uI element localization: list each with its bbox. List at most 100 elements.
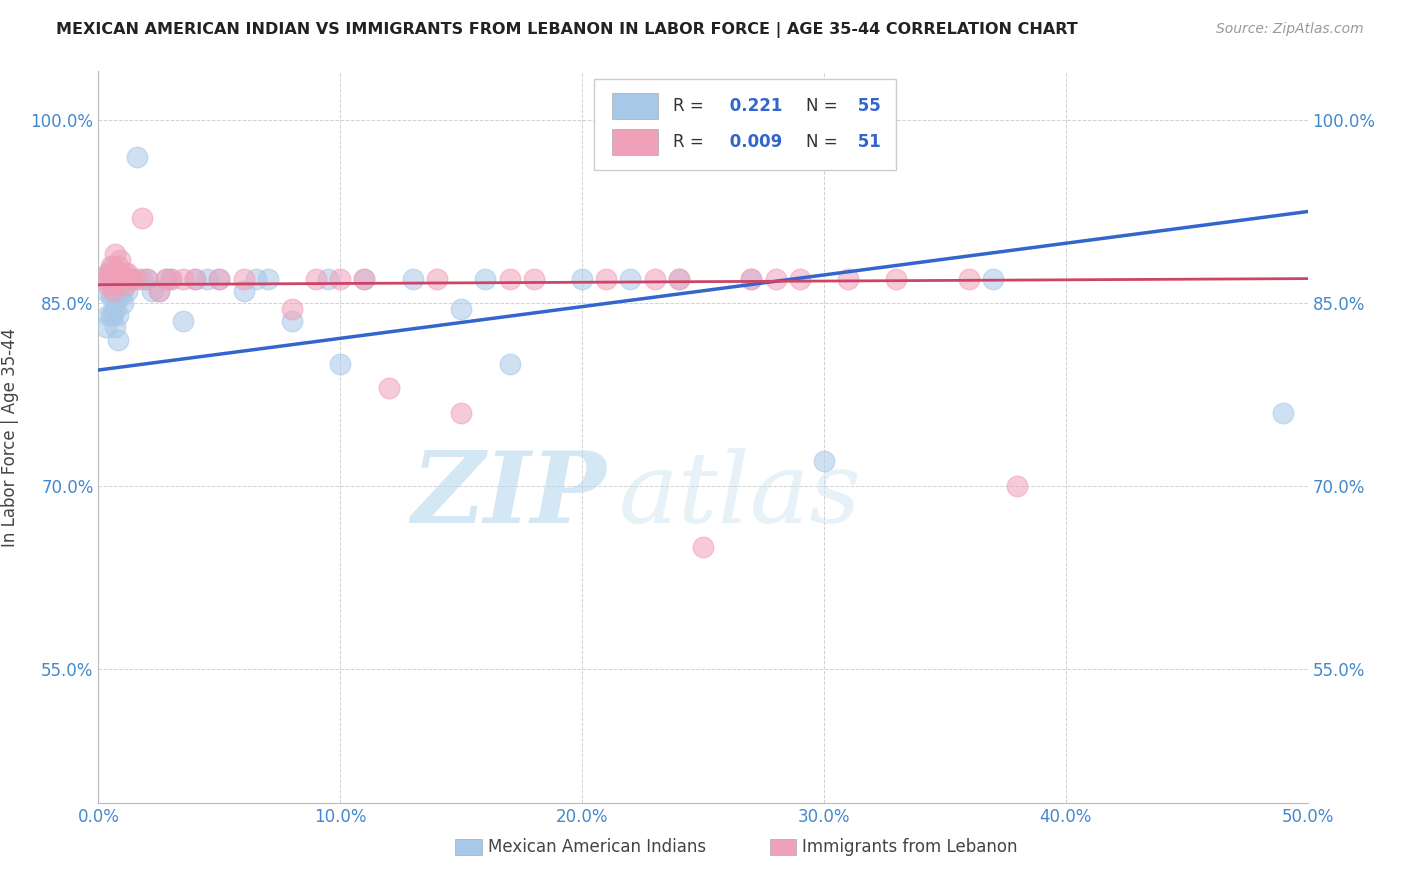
Point [101, 260, 124, 274]
Point [111, 271, 134, 285]
Point [305, 271, 328, 285]
Text: Immigrants from Lebanon: Immigrants from Lebanon [803, 838, 1018, 856]
Point [644, 271, 666, 285]
Point [107, 260, 129, 274]
Y-axis label: In Labor Force | Age 35-44: In Labor Force | Age 35-44 [1, 327, 20, 547]
Point [195, 271, 218, 285]
Point [108, 290, 131, 304]
Point [114, 265, 136, 279]
Point [155, 271, 177, 285]
Point [353, 271, 375, 285]
Point [208, 271, 231, 285]
Point [208, 271, 231, 285]
Point [100, 290, 122, 304]
FancyBboxPatch shape [456, 839, 482, 855]
Point [111, 284, 134, 298]
Point [107, 271, 129, 285]
Point [107, 308, 129, 322]
Point [232, 271, 254, 285]
Point [101, 284, 124, 298]
Point [160, 271, 183, 285]
Point [135, 271, 157, 285]
Point [101, 271, 124, 285]
Point [450, 406, 472, 420]
Point [104, 284, 127, 298]
Point [104, 320, 127, 334]
Point [104, 277, 127, 292]
Point [111, 296, 134, 310]
Point [765, 271, 787, 285]
FancyBboxPatch shape [595, 78, 897, 170]
Point [668, 271, 690, 285]
Point [402, 271, 425, 285]
FancyBboxPatch shape [769, 839, 796, 855]
Text: N =: N = [806, 133, 838, 152]
Point [131, 211, 153, 225]
Point [114, 277, 136, 292]
Point [172, 271, 194, 285]
Point [135, 271, 157, 285]
Point [148, 284, 170, 298]
Point [100, 308, 122, 322]
Point [108, 253, 131, 268]
Point [377, 381, 399, 395]
Point [256, 271, 278, 285]
Point [498, 271, 520, 285]
Point [523, 271, 546, 285]
Point [281, 301, 304, 317]
Point [474, 271, 496, 285]
Point [232, 284, 254, 298]
Point [100, 271, 122, 285]
Point [813, 454, 835, 468]
Point [97, 265, 120, 279]
Point [107, 271, 129, 285]
Text: 0.221: 0.221 [724, 96, 782, 115]
Point [121, 271, 143, 285]
Point [789, 271, 811, 285]
Point [94, 284, 117, 298]
Point [619, 271, 641, 285]
Point [740, 271, 762, 285]
Point [127, 271, 149, 285]
Point [107, 290, 129, 304]
Text: R =: R = [672, 96, 709, 115]
Text: 51: 51 [852, 133, 880, 152]
Point [97, 277, 120, 292]
Point [101, 290, 124, 304]
Point [172, 314, 194, 328]
Point [981, 271, 1004, 285]
Point [450, 301, 472, 317]
Point [595, 271, 617, 285]
Point [104, 301, 127, 317]
Point [97, 308, 120, 322]
Point [886, 271, 908, 285]
Point [571, 271, 593, 285]
Point [91, 271, 114, 285]
Point [100, 260, 122, 274]
Point [104, 247, 127, 261]
Point [1272, 406, 1295, 420]
Point [100, 271, 122, 285]
Point [184, 271, 207, 285]
Point [104, 265, 127, 279]
Text: 0.009: 0.009 [724, 133, 782, 152]
FancyBboxPatch shape [613, 129, 658, 155]
Point [108, 265, 131, 279]
Point [316, 271, 339, 285]
Point [426, 271, 449, 285]
Text: N =: N = [806, 96, 838, 115]
Point [692, 540, 714, 554]
Point [121, 271, 143, 285]
Point [141, 284, 163, 298]
Text: MEXICAN AMERICAN INDIAN VS IMMIGRANTS FROM LEBANON IN LABOR FORCE | AGE 35-44 CO: MEXICAN AMERICAN INDIAN VS IMMIGRANTS FR… [56, 22, 1078, 38]
Point [94, 271, 117, 285]
Point [97, 265, 120, 279]
Point [1007, 479, 1029, 493]
Point [117, 284, 139, 298]
Point [118, 271, 141, 285]
Point [118, 271, 141, 285]
Point [155, 271, 177, 285]
Point [498, 357, 520, 371]
Text: 55: 55 [852, 96, 880, 115]
Point [117, 265, 139, 279]
